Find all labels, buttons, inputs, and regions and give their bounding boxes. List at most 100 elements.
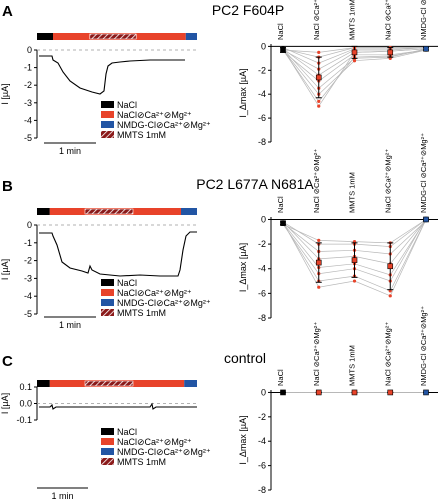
category-label: NaCl bbox=[276, 23, 285, 40]
panel-title: control bbox=[224, 350, 266, 366]
solution-bar-segment bbox=[37, 208, 50, 215]
legend-label: NaCl⊘Ca²⁺⊘Mg²⁺ bbox=[117, 288, 192, 298]
legend-label: NaCl bbox=[117, 278, 137, 288]
category-label: NMDG-Cl ⊘Ca²⁺⊘Mg²⁺ bbox=[419, 0, 428, 40]
data-point bbox=[317, 50, 321, 54]
trace-y-tick-label: -5 bbox=[24, 309, 32, 319]
scatter-y-label: I_Δmax [µA] bbox=[238, 68, 248, 117]
mean-marker bbox=[387, 49, 394, 56]
trace-y-tick-label: -3 bbox=[24, 98, 32, 108]
scatter-y-tick-label: -8 bbox=[258, 485, 266, 495]
scatter-y-tick-label: -4 bbox=[258, 436, 266, 446]
category-label: NaCl bbox=[276, 369, 285, 386]
legend-swatch bbox=[101, 438, 114, 445]
trace-y-label: I [µA] bbox=[0, 259, 10, 280]
legend-label: MMTS 1mM bbox=[117, 130, 166, 140]
solution-bar-segment bbox=[37, 33, 53, 40]
trace-y-tick-label: -5 bbox=[24, 133, 32, 143]
trace-y-tick-label: -1 bbox=[24, 63, 32, 73]
legend-swatch bbox=[101, 279, 114, 286]
current-trace bbox=[39, 231, 197, 277]
solution-bar-segment bbox=[184, 380, 197, 387]
current-trace bbox=[39, 402, 197, 410]
data-point bbox=[352, 59, 357, 63]
category-label: NaCl ⊘Ca²⁺⊘Mg²⁺ bbox=[312, 0, 321, 40]
legend-label: NaCl⊘Ca²⁺⊘Mg²⁺ bbox=[117, 437, 192, 447]
scatter-y-tick-label: -8 bbox=[258, 313, 266, 323]
scatter-y-tick-label: -6 bbox=[258, 461, 266, 471]
mean-marker bbox=[315, 389, 322, 396]
scatter-y-tick-label: -8 bbox=[258, 137, 266, 147]
solution-bar-segment bbox=[37, 380, 50, 387]
legend-label: NMDG-Cl⊘Ca²⁺⊘Mg²⁺ bbox=[117, 298, 211, 308]
mmts-bar bbox=[84, 380, 134, 387]
legend-swatch bbox=[101, 309, 114, 316]
legend-label: NaCl bbox=[117, 427, 137, 437]
mean-marker bbox=[423, 45, 429, 52]
data-point bbox=[317, 238, 321, 243]
category-label: NMDG-Cl ⊘Ca²⁺⊘Mg²⁺ bbox=[419, 133, 428, 213]
data-point bbox=[317, 99, 321, 103]
trace-y-tick-label: -2 bbox=[24, 80, 32, 90]
data-point bbox=[317, 104, 321, 108]
panel-b: B PC2 L677A N681A 0 -1 -2 -3 -4 -5 I [µA] 1 min Na… bbox=[0, 133, 438, 330]
legend-swatch bbox=[101, 111, 114, 118]
mmts-bar bbox=[89, 33, 137, 40]
category-label: NMDG-Cl ⊘Ca²⁺⊘Mg²⁺ bbox=[419, 306, 428, 386]
category-label: NaCl ⊘Ca²⁺⊘Mg²⁺ bbox=[312, 149, 321, 213]
legend-label: MMTS 1mM bbox=[117, 308, 166, 318]
category-label: NaCl ⊘Ca²⁺⊘Mg²⁺ bbox=[312, 322, 321, 386]
mean-marker bbox=[423, 389, 429, 396]
mean-marker bbox=[387, 263, 394, 270]
panel-title: PC2 L677A N681A bbox=[196, 176, 314, 192]
panel-letter: B bbox=[2, 178, 13, 195]
trace-y-tick-label: -1 bbox=[24, 238, 32, 248]
current-trace bbox=[39, 55, 185, 95]
mean-marker bbox=[351, 49, 358, 56]
trace-y-tick-label: 0 bbox=[27, 220, 32, 230]
scalebar-label: 1 min bbox=[59, 320, 81, 330]
mean-marker bbox=[315, 259, 322, 266]
category-label: NaCl ⊘Ca²⁺⊘Mg²⁺ bbox=[383, 149, 392, 213]
legend-swatch bbox=[101, 299, 114, 306]
solution-bar-segment bbox=[185, 33, 197, 40]
legend-swatch bbox=[101, 121, 114, 128]
trace-y-label: I [µA] bbox=[0, 83, 10, 104]
legend-swatch bbox=[101, 131, 114, 138]
legend-swatch bbox=[101, 448, 114, 455]
mean-marker bbox=[280, 220, 286, 226]
trace-y-tick-label: 0.1 bbox=[19, 382, 32, 392]
category-label: NaCl ⊘Ca²⁺⊘Mg²⁺ bbox=[383, 0, 392, 40]
data-point bbox=[317, 285, 321, 289]
scatter-y-tick-label: 0 bbox=[261, 214, 266, 224]
data-point bbox=[352, 279, 357, 283]
paired-line bbox=[282, 219, 427, 244]
legend-label: MMTS 1mM bbox=[117, 457, 166, 467]
category-label: NaCl bbox=[276, 196, 285, 213]
legend-swatch bbox=[101, 289, 114, 296]
legend-label: NaCl bbox=[117, 100, 137, 110]
panel-letter: A bbox=[2, 3, 13, 20]
category-label: NaCl ⊘Ca²⁺⊘Mg²⁺ bbox=[383, 322, 392, 386]
category-label: MMTS 1mM bbox=[348, 172, 357, 213]
solution-bar-segment bbox=[181, 208, 197, 215]
mean-marker bbox=[315, 74, 322, 81]
data-point bbox=[388, 294, 392, 298]
panel-letter: C bbox=[2, 353, 13, 370]
scatter-y-label: I_Δmax [µA] bbox=[238, 243, 248, 292]
scatter-y-tick-label: -4 bbox=[258, 264, 266, 274]
trace-y-tick-label: -4 bbox=[24, 291, 32, 301]
scatter-y-tick-label: -6 bbox=[258, 113, 266, 123]
scatter-y-tick-label: 0 bbox=[261, 387, 266, 397]
panel-title: PC2 F604P bbox=[212, 2, 284, 18]
mean-marker bbox=[387, 389, 394, 396]
scatter-y-tick-label: -2 bbox=[258, 65, 266, 75]
trace-y-tick-label: 0.0 bbox=[19, 399, 32, 409]
trace-y-tick-label: -2 bbox=[24, 256, 32, 266]
scatter-y-tick-label: -4 bbox=[258, 89, 266, 99]
scalebar-label: 1 min bbox=[51, 491, 73, 500]
scatter-y-tick-label: 0 bbox=[261, 41, 266, 51]
